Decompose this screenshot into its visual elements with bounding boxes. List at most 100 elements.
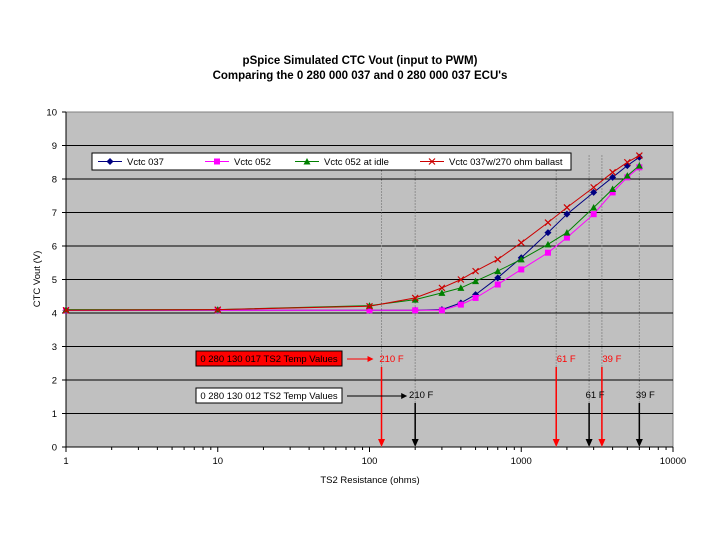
data-point: [366, 307, 373, 314]
data-point: [563, 204, 571, 211]
data-point: [494, 274, 502, 282]
data-point: [563, 234, 570, 241]
series-2: [63, 164, 643, 314]
temp-label: 61 F: [557, 354, 576, 365]
y-tick-label: 1: [52, 409, 57, 420]
y-tick-label: 3: [52, 342, 57, 353]
y-tick-label: 8: [52, 175, 57, 186]
x-tick-label: 1000: [511, 456, 532, 467]
legend-entry: Vctc 037w/270 ohm ballast: [420, 157, 563, 168]
legend-entry: Vctc 052 at idle: [295, 157, 389, 168]
y-tick-label: 0: [52, 443, 57, 454]
data-point: [517, 239, 525, 247]
data-point: [635, 162, 643, 169]
y-tick-label: 4: [52, 309, 57, 320]
data-point: [563, 210, 571, 218]
y-tick-label: 9: [52, 141, 57, 152]
legend-label: Vctc 052: [234, 157, 271, 168]
y-axis-label: CTC Vout (V): [32, 251, 43, 308]
chart-subtitle: Comparing the 0 280 000 037 and 0 280 00…: [213, 70, 508, 82]
annotation-group: 0 280 130 012 TS2 Temp Values 210 F 61 F 39…: [195, 387, 655, 447]
annotation-box: [195, 350, 343, 367]
data-point: [609, 189, 616, 196]
x-axis-ticks: 1 10 100 1000 10000: [63, 112, 686, 467]
y-tick-label: 10: [46, 108, 57, 119]
data-point: [457, 284, 465, 291]
data-point: [609, 168, 617, 176]
data-point: [438, 289, 446, 296]
data-point: [106, 158, 114, 165]
x-axis-label: TS2 Resistance (ohms): [320, 475, 419, 486]
y-axis-ticks: 0 1 2 3 4 5 6 7 8 9 10: [46, 108, 66, 454]
data-point: [623, 158, 631, 166]
data-point: [411, 294, 419, 302]
data-point: [472, 267, 479, 275]
temp-arrow-head: [411, 439, 419, 447]
data-point: [303, 158, 311, 165]
data-point: [457, 301, 464, 308]
data-point: [518, 266, 525, 273]
annotation-box: [195, 387, 343, 404]
data-point: [494, 255, 502, 263]
temp-arrow-head: [585, 439, 593, 447]
annotation-pointer-head: [401, 393, 408, 399]
data-point: [438, 284, 446, 292]
data-point: [62, 306, 70, 313]
legend-entry: Vctc 037: [98, 157, 164, 168]
legend-entry: Vctc 052: [205, 157, 271, 168]
data-point: [590, 188, 598, 196]
data-point: [411, 296, 419, 303]
annotation-label: 0 280 130 017 TS2 Temp Values: [200, 354, 338, 365]
temp-arrow-head: [378, 439, 386, 447]
data-point: [494, 267, 502, 275]
data-point: [517, 255, 525, 263]
data-point: [472, 277, 480, 285]
temp-label: 61 F: [586, 390, 605, 401]
data-point: [590, 183, 598, 191]
data-point: [214, 158, 220, 165]
legend-box: [91, 152, 572, 171]
temp-arrow-head: [598, 439, 606, 447]
temp-label: 210 F: [379, 354, 403, 365]
temp-label: 39 F: [636, 390, 655, 401]
data-point: [457, 276, 465, 283]
y-tick-label: 2: [52, 376, 57, 387]
data-point: [544, 229, 552, 237]
x-tick-label: 10: [212, 456, 223, 467]
temp-label: 210 F: [409, 390, 433, 401]
legend-label: Vctc 037w/270 ohm ballast: [449, 157, 563, 168]
annotation-group: 0 280 130 017 TS2 Temp Values 210 F 61 F 39…: [195, 350, 622, 447]
data-point: [214, 306, 222, 314]
temp-label: 39 F: [602, 354, 621, 365]
y-tick-label: 7: [52, 208, 57, 219]
data-point: [428, 158, 436, 165]
data-point: [590, 203, 598, 211]
legend: Vctc 037 Vctc 052 Vctc 052 at idle Vctc 037…: [91, 152, 572, 171]
data-point: [609, 185, 617, 193]
annotation-pointer-head: [367, 356, 374, 362]
x-tick-label: 1: [63, 456, 68, 467]
data-point: [412, 307, 419, 314]
temp-arrow-head: [635, 439, 643, 447]
data-point: [472, 294, 479, 301]
data-point: [635, 152, 643, 159]
data-point: [544, 249, 551, 256]
data-point: [62, 306, 70, 314]
data-point: [544, 240, 552, 248]
data-point: [609, 173, 617, 181]
temp-annotations: 0 280 130 017 TS2 Temp Values 210 F 61 F 39…: [195, 350, 655, 447]
legend-label: Vctc 037: [127, 157, 164, 168]
y-tick-label: 6: [52, 242, 57, 253]
annotation-label: 0 280 130 012 TS2 Temp Values: [200, 391, 338, 402]
temp-arrow-head: [552, 439, 560, 447]
chart-title: pSpice Simulated CTC Vout (input to PWM): [243, 55, 478, 67]
data-point: [438, 307, 445, 314]
x-tick-label: 10000: [660, 456, 686, 467]
data-point: [623, 172, 631, 179]
legend-label: Vctc 052 at idle: [324, 157, 389, 168]
series-4: [62, 152, 643, 314]
data-point: [635, 153, 643, 161]
x-tick-label: 100: [362, 456, 378, 467]
data-point: [366, 302, 373, 309]
